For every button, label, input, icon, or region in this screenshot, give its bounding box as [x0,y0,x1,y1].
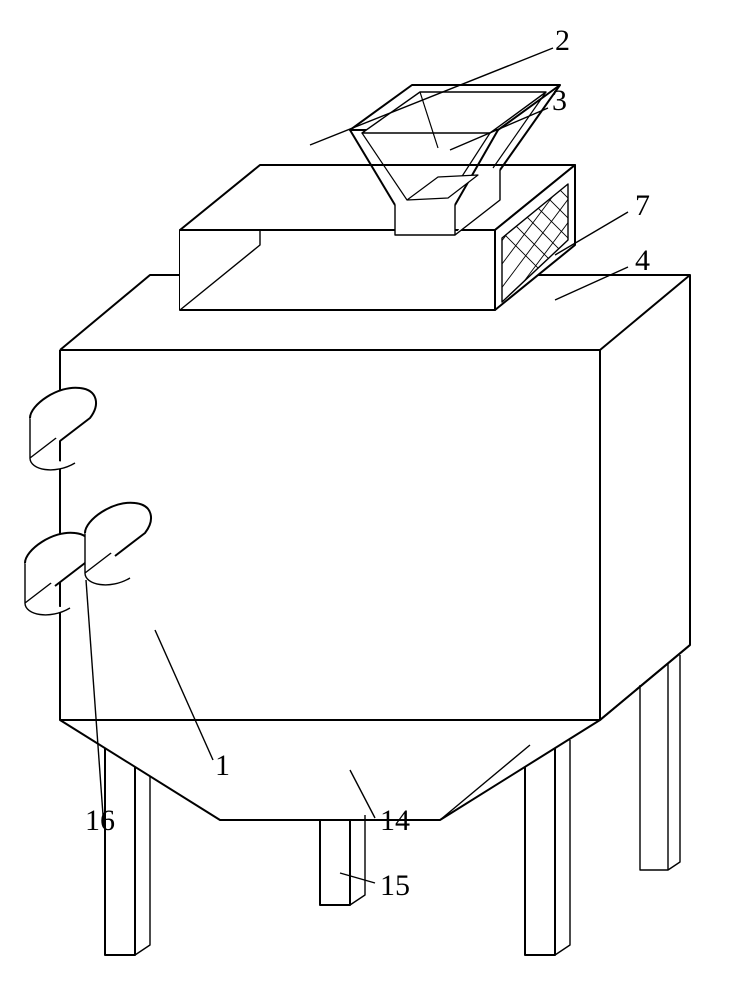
label-14: 14 [380,804,410,837]
leader-1 [155,630,213,760]
technical-diagram: 2 3 7 4 1 16 14 15 [0,0,732,1000]
leader-16 [86,580,103,815]
label-2: 2 [555,24,570,57]
label-3: 3 [552,84,567,117]
label-1: 1 [215,749,230,782]
leader-4 [555,267,628,300]
label-16: 16 [85,804,115,837]
label-4: 4 [635,244,650,277]
main-body [60,275,690,820]
top-duct [180,165,575,310]
side-motors [25,388,151,615]
label-15: 15 [380,869,410,902]
label-7: 7 [635,189,650,222]
leader-15 [340,873,375,883]
leader-14 [350,770,375,818]
labels: 2 3 7 4 1 16 14 15 [85,24,650,902]
